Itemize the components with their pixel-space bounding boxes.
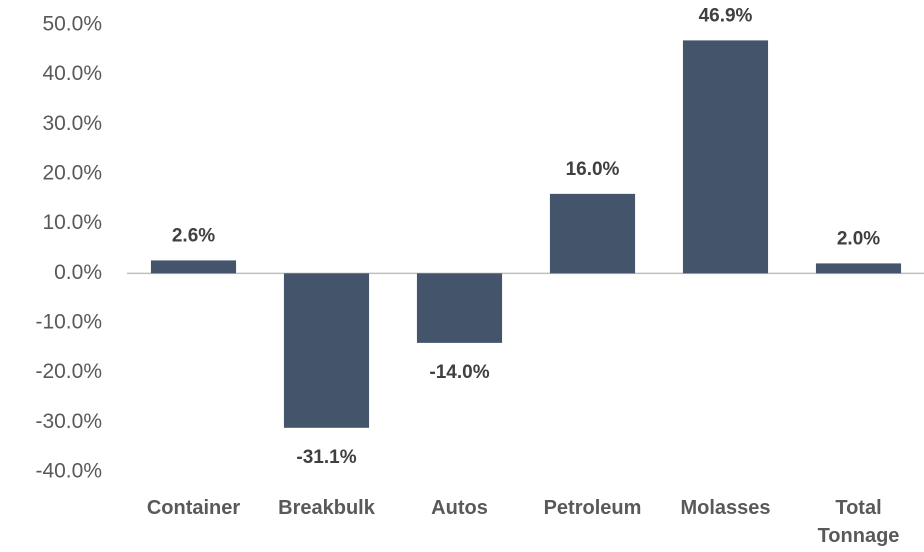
y-tick-label: 0.0% <box>54 261 102 284</box>
bar <box>682 40 769 274</box>
y-tick-label: -10.0% <box>35 311 102 334</box>
y-tick-label: 50.0% <box>42 13 102 36</box>
bar <box>416 273 503 343</box>
x-tick-label: Breakbulk <box>278 497 375 519</box>
y-tick-label: -20.0% <box>35 360 102 383</box>
x-tick-label: Total Tonnage <box>817 497 900 547</box>
value-label: 16.0% <box>566 159 620 180</box>
bar <box>283 273 370 428</box>
y-tick-label: 10.0% <box>42 211 102 234</box>
value-label: 46.9% <box>699 5 753 26</box>
y-tick-label: 20.0% <box>42 162 102 185</box>
y-tick-label: -30.0% <box>35 410 102 433</box>
x-tick-label: Autos <box>431 497 488 519</box>
y-tick-label: 30.0% <box>42 112 102 135</box>
y-tick-label: -40.0% <box>35 460 102 483</box>
bar <box>150 260 237 274</box>
x-tick-label: Container <box>146 497 241 519</box>
value-label: 2.6% <box>172 225 215 246</box>
x-tick-label: Molasses <box>680 497 771 519</box>
bar <box>549 193 636 274</box>
bar <box>815 263 902 274</box>
x-tick-label: Petroleum <box>543 497 642 519</box>
value-label: 2.0% <box>837 228 880 249</box>
value-label: -31.1% <box>296 447 356 468</box>
value-label: -14.0% <box>429 362 489 383</box>
y-tick-label: 40.0% <box>42 62 102 85</box>
